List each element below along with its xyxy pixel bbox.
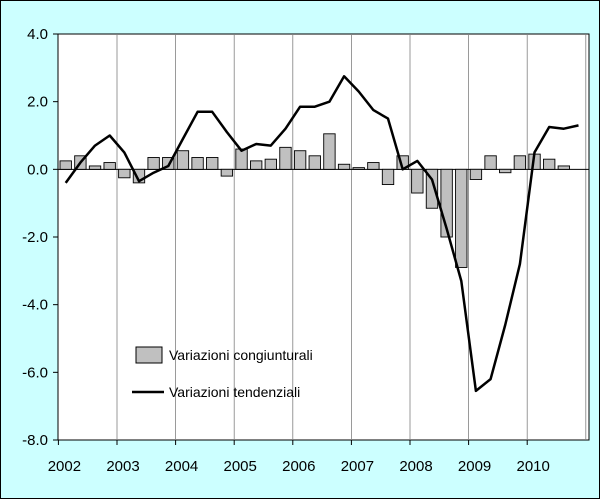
x-tick-label: 2009 <box>458 458 491 475</box>
bar-2004Q4 <box>220 168 234 177</box>
x-tick-label: 2007 <box>341 458 374 475</box>
y-axis: 4.0 2.0 0.0 -2.0 -4.0 -6.0 -8.0 <box>22 26 58 449</box>
x-tick-label: 2003 <box>106 458 139 475</box>
x-tick-label: 2010 <box>517 458 550 475</box>
x-tick-label: 2008 <box>399 458 432 475</box>
bar-2002Q3 <box>88 165 102 170</box>
y-tick-label: -8.0 <box>22 432 48 449</box>
bar-2005Q4 <box>279 146 292 170</box>
bar-2006Q4 <box>337 163 351 170</box>
bar-2005Q3 <box>264 158 277 170</box>
bar-2007Q2 <box>367 162 380 170</box>
y-tick-label: -2.0 <box>22 229 48 246</box>
x-tick-label: 2002 <box>48 458 81 475</box>
x-tick-label: 2005 <box>224 458 257 475</box>
x-tick-label: 2006 <box>282 458 315 475</box>
bar-2004Q3 <box>206 157 219 170</box>
bar-2005Q1 <box>235 148 248 170</box>
bar-2002Q1 <box>59 160 72 170</box>
y-tick-label: 0.0 <box>27 161 48 178</box>
bar-2006Q3 <box>323 133 336 170</box>
bar-2008Q1 <box>411 168 424 194</box>
bar-2008Q3 <box>440 168 453 238</box>
bar-2003Q3 <box>147 157 160 170</box>
year-gridlines <box>116 34 587 440</box>
bar-2007Q1 <box>352 167 365 170</box>
y-tick-label: 4.0 <box>27 26 48 43</box>
legend: Variazioni congiunturali Variazioni tend… <box>132 346 313 400</box>
legend-label-bars: Variazioni congiunturali <box>169 347 313 363</box>
bar-2009Q3 <box>499 168 512 174</box>
line-variazioni-tendenziali <box>64 75 579 393</box>
bar-2010Q3 <box>557 165 570 170</box>
bar-2007Q3 <box>381 168 395 186</box>
bar-2002Q4 <box>103 162 116 170</box>
bar-2009Q1 <box>469 168 483 180</box>
legend-bar-swatch <box>135 346 163 364</box>
bar-2003Q1 <box>118 168 131 179</box>
bar-2003Q2 <box>132 168 146 184</box>
bar-2008Q4 <box>455 168 468 268</box>
bar-2005Q2 <box>250 160 263 170</box>
bar-2008Q2 <box>425 168 439 209</box>
bar-2004Q2 <box>191 157 204 170</box>
y-tick-label: 2.0 <box>27 94 48 111</box>
x-axis: 2002 2003 2004 2005 2006 2007 2008 2009 2010 <box>48 440 550 475</box>
y-tick-label: -6.0 <box>22 364 48 381</box>
bar-2009Q4 <box>513 155 527 170</box>
bar-2006Q2 <box>308 155 321 170</box>
legend-label-line: Variazioni tendenziali <box>169 384 300 400</box>
x-tick-label: 2004 <box>165 458 198 475</box>
bar-2010Q2 <box>543 158 556 170</box>
bar-2004Q1 <box>176 150 190 170</box>
bar-2006Q1 <box>293 150 307 170</box>
plot-area <box>57 33 590 441</box>
bar-2009Q2 <box>484 155 497 170</box>
y-tick-label: -4.0 <box>22 297 48 314</box>
line-series <box>64 75 579 393</box>
